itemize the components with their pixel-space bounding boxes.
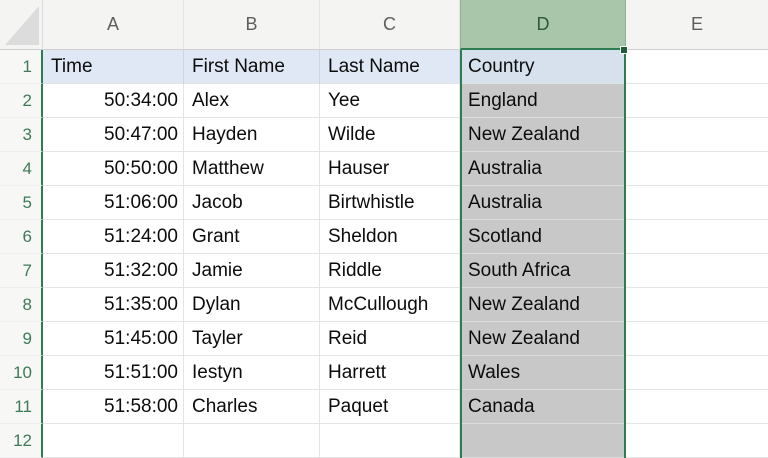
cell-a2[interactable]: 50:34:00 <box>43 84 184 118</box>
row-header-2[interactable]: 2 <box>0 84 43 118</box>
cell-d2[interactable]: England <box>460 84 626 118</box>
row-header-9[interactable]: 9 <box>0 322 43 356</box>
cell-e3[interactable] <box>626 118 768 152</box>
cell-c4[interactable]: Hauser <box>320 152 460 186</box>
cell-d10[interactable]: Wales <box>460 356 626 390</box>
cell-d1[interactable]: Country <box>460 50 626 84</box>
cell-e4[interactable] <box>626 152 768 186</box>
cell-d11[interactable]: Canada <box>460 390 626 424</box>
cell-e9[interactable] <box>626 322 768 356</box>
cell-b8[interactable]: Dylan <box>184 288 320 322</box>
row-header-3[interactable]: 3 <box>0 118 43 152</box>
select-all-triangle-icon <box>5 6 39 45</box>
cell-a4[interactable]: 50:50:00 <box>43 152 184 186</box>
sheet-row-3: 3 50:47:00 Hayden Wilde New Zealand <box>0 118 768 152</box>
column-header-a[interactable]: A <box>43 0 184 50</box>
cell-b6[interactable]: Grant <box>184 220 320 254</box>
cell-c7[interactable]: Riddle <box>320 254 460 288</box>
sheet-row-2: 2 50:34:00 Alex Yee England <box>0 84 768 118</box>
cell-e6[interactable] <box>626 220 768 254</box>
sheet-row-8: 8 51:35:00 Dylan McCullough New Zealand <box>0 288 768 322</box>
cell-e11[interactable] <box>626 390 768 424</box>
row-header-11[interactable]: 11 <box>0 390 43 424</box>
cell-e1[interactable] <box>626 50 768 84</box>
row-header-4[interactable]: 4 <box>0 152 43 186</box>
cell-b11[interactable]: Charles <box>184 390 320 424</box>
cell-d4[interactable]: Australia <box>460 152 626 186</box>
column-header-c[interactable]: C <box>320 0 460 50</box>
cell-b7[interactable]: Jamie <box>184 254 320 288</box>
sheet-row-6: 6 51:24:00 Grant Sheldon Scotland <box>0 220 768 254</box>
cell-c12[interactable] <box>320 424 460 458</box>
row-header-5[interactable]: 5 <box>0 186 43 220</box>
cell-a12[interactable] <box>43 424 184 458</box>
cell-e12[interactable] <box>626 424 768 458</box>
cell-d3[interactable]: New Zealand <box>460 118 626 152</box>
cell-b2[interactable]: Alex <box>184 84 320 118</box>
cell-a5[interactable]: 51:06:00 <box>43 186 184 220</box>
row-header-6[interactable]: 6 <box>0 220 43 254</box>
sheet-row-5: 5 51:06:00 Jacob Birtwhistle Australia <box>0 186 768 220</box>
sheet-row-4: 4 50:50:00 Matthew Hauser Australia <box>0 152 768 186</box>
cell-d12[interactable] <box>460 424 626 458</box>
sheet-row-10: 10 51:51:00 Iestyn Harrett Wales <box>0 356 768 390</box>
cell-c11[interactable]: Paquet <box>320 390 460 424</box>
cell-b4[interactable]: Matthew <box>184 152 320 186</box>
cell-b1[interactable]: First Name <box>184 50 320 84</box>
row-header-10[interactable]: 10 <box>0 356 43 390</box>
cell-d6[interactable]: Scotland <box>460 220 626 254</box>
column-header-b[interactable]: B <box>184 0 320 50</box>
cell-d8[interactable]: New Zealand <box>460 288 626 322</box>
cell-a7[interactable]: 51:32:00 <box>43 254 184 288</box>
column-header-e[interactable]: E <box>626 0 768 50</box>
sheet-row-9: 9 51:45:00 Tayler Reid New Zealand <box>0 322 768 356</box>
cell-e2[interactable] <box>626 84 768 118</box>
cell-c2[interactable]: Yee <box>320 84 460 118</box>
cell-a1[interactable]: Time <box>43 50 184 84</box>
cell-e8[interactable] <box>626 288 768 322</box>
sheet-row-1: 1 Time First Name Last Name Country <box>0 50 768 84</box>
cell-d7[interactable]: South Africa <box>460 254 626 288</box>
select-all-button[interactable] <box>0 0 43 50</box>
cell-b12[interactable] <box>184 424 320 458</box>
cell-b10[interactable]: Iestyn <box>184 356 320 390</box>
cell-a9[interactable]: 51:45:00 <box>43 322 184 356</box>
row-header-12[interactable]: 12 <box>0 424 43 458</box>
cell-d5[interactable]: Australia <box>460 186 626 220</box>
cell-a6[interactable]: 51:24:00 <box>43 220 184 254</box>
cell-b5[interactable]: Jacob <box>184 186 320 220</box>
cell-a10[interactable]: 51:51:00 <box>43 356 184 390</box>
cell-e5[interactable] <box>626 186 768 220</box>
cell-e10[interactable] <box>626 356 768 390</box>
cell-c8[interactable]: McCullough <box>320 288 460 322</box>
row-header-1[interactable]: 1 <box>0 50 43 84</box>
cell-a11[interactable]: 51:58:00 <box>43 390 184 424</box>
column-header-d-selected[interactable]: D <box>460 0 626 50</box>
row-header-7[interactable]: 7 <box>0 254 43 288</box>
sheet-row-11: 11 51:58:00 Charles Paquet Canada <box>0 390 768 424</box>
cell-b9[interactable]: Tayler <box>184 322 320 356</box>
row-header-8[interactable]: 8 <box>0 288 43 322</box>
cell-a3[interactable]: 50:47:00 <box>43 118 184 152</box>
cell-d9[interactable]: New Zealand <box>460 322 626 356</box>
cell-c6[interactable]: Sheldon <box>320 220 460 254</box>
sheet-row-7: 7 51:32:00 Jamie Riddle South Africa <box>0 254 768 288</box>
cell-c10[interactable]: Harrett <box>320 356 460 390</box>
cell-b3[interactable]: Hayden <box>184 118 320 152</box>
sheet-row-12: 12 <box>0 424 768 458</box>
cell-a8[interactable]: 51:35:00 <box>43 288 184 322</box>
cell-c5[interactable]: Birtwhistle <box>320 186 460 220</box>
cell-c9[interactable]: Reid <box>320 322 460 356</box>
cell-e7[interactable] <box>626 254 768 288</box>
cell-c3[interactable]: Wilde <box>320 118 460 152</box>
column-header-strip: A B C D E <box>0 0 768 50</box>
cell-c1[interactable]: Last Name <box>320 50 460 84</box>
